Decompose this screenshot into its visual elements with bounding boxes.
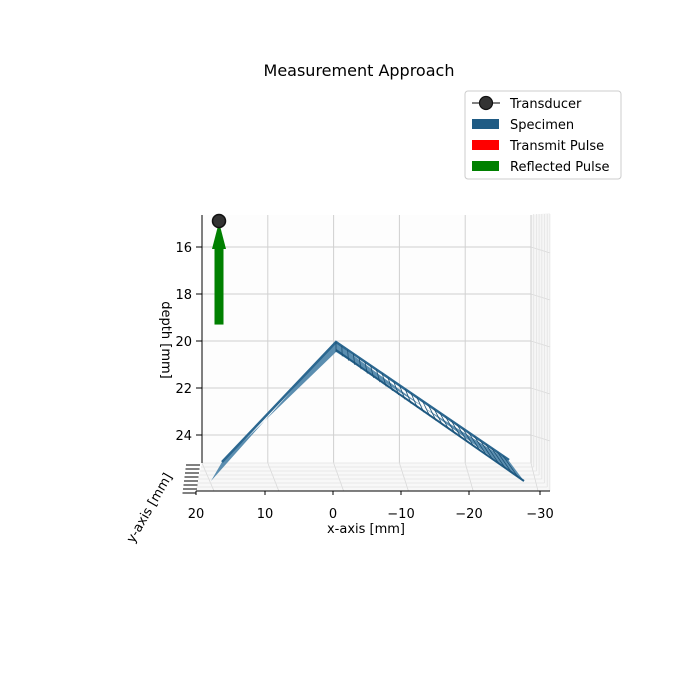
legend-patch <box>472 119 499 129</box>
specimen-hatch <box>433 408 443 426</box>
plot-marks <box>211 213 525 482</box>
z-tick-label: 16 <box>175 241 192 256</box>
legend-box <box>464 90 622 180</box>
side-pane <box>531 213 550 491</box>
specimen-hatch <box>479 440 494 460</box>
x-tick-label: −10 <box>387 507 414 522</box>
x-axis-label: x-axis [mm] <box>327 522 405 537</box>
side-gridline <box>530 246 551 254</box>
x-tick-label: 0 <box>329 507 337 522</box>
back-pane <box>202 215 531 463</box>
legend-patch <box>472 140 499 150</box>
specimen-hatch <box>462 428 475 447</box>
specimen-hatch <box>422 400 431 417</box>
reflected-pulse-shaft <box>214 247 224 325</box>
specimen-surface <box>211 342 524 481</box>
specimen-hatch <box>410 392 418 409</box>
side-gridline <box>530 340 551 348</box>
legend: Transducer Specimen Transmit Pulse Reflecte… <box>464 90 622 180</box>
specimen-hatch <box>387 377 393 391</box>
z-tick-label: 22 <box>175 382 192 397</box>
legend-marker-transducer <box>478 95 494 111</box>
chart-title: Measurement Approach <box>264 61 455 80</box>
y-axis-spacer <box>196 461 201 465</box>
x-tick-label: −30 <box>526 507 553 522</box>
specimen-hatch <box>404 389 412 404</box>
z-ticks: 16 18 20 22 24 <box>175 241 202 444</box>
specimen-hatch <box>485 444 500 465</box>
specimen-hatch <box>474 436 487 456</box>
legend-patch <box>472 161 499 171</box>
z-axis-label: depth [mm] <box>158 301 173 378</box>
floor-pane <box>196 463 550 491</box>
x-tick-label: 10 <box>257 507 274 522</box>
floor-gridline <box>464 462 474 492</box>
x-tick-label: 20 <box>188 507 205 522</box>
legend-label: Transmit Pulse <box>509 139 604 154</box>
specimen-hatch <box>439 412 450 430</box>
floor-gridline <box>267 462 280 492</box>
z-tick-label: 24 <box>175 429 192 444</box>
y-axis-label: y-axis [mm] <box>124 471 176 546</box>
specimen-hatch <box>468 432 481 452</box>
specimen-hatch <box>341 345 343 357</box>
side-gridline <box>530 387 551 395</box>
x-ticks: 20 10 0 −10 −20 −30 <box>188 491 554 522</box>
gridlines <box>195 214 551 492</box>
legend-label: Transducer <box>509 97 582 112</box>
x-tick-label: −20 <box>455 507 482 522</box>
specimen-hatch <box>502 455 519 477</box>
y-axis-spacer <box>195 465 198 469</box>
specimen-hatch <box>456 424 468 443</box>
specimen-hatch <box>427 404 437 421</box>
floor-gridline <box>201 462 215 492</box>
legend-label: Specimen <box>510 118 574 133</box>
specimen-hatch <box>364 361 368 374</box>
axes <box>182 215 550 494</box>
specimen-hatch <box>416 396 425 413</box>
z-tick-label: 18 <box>175 288 192 303</box>
legend-label: Reflected Pulse <box>510 160 610 175</box>
axes-panes <box>196 213 550 491</box>
specimen-hatch <box>381 373 387 387</box>
reflected-pulse-head <box>212 222 226 249</box>
z-tick-label: 20 <box>175 335 192 350</box>
specimen-hatch <box>358 357 362 370</box>
side-gridline <box>530 293 551 301</box>
specimen-hatch <box>399 385 406 400</box>
specimen-hatch <box>352 353 356 365</box>
specimen-hatch <box>450 420 462 439</box>
y-axis-spacer <box>189 465 200 477</box>
transducer-point <box>211 213 227 229</box>
specimen-hatch <box>491 447 506 469</box>
floor-gridline <box>333 462 344 492</box>
specimen-hatch <box>347 349 349 361</box>
specimen-hatch <box>497 451 512 473</box>
floor-gridline <box>530 462 539 492</box>
specimen-hatch <box>393 381 400 396</box>
specimen-hatch <box>445 416 456 434</box>
specimen-hatch <box>375 369 381 383</box>
specimen-hatch <box>370 365 374 378</box>
floor-gridline <box>399 462 409 492</box>
side-gridline <box>530 434 551 442</box>
